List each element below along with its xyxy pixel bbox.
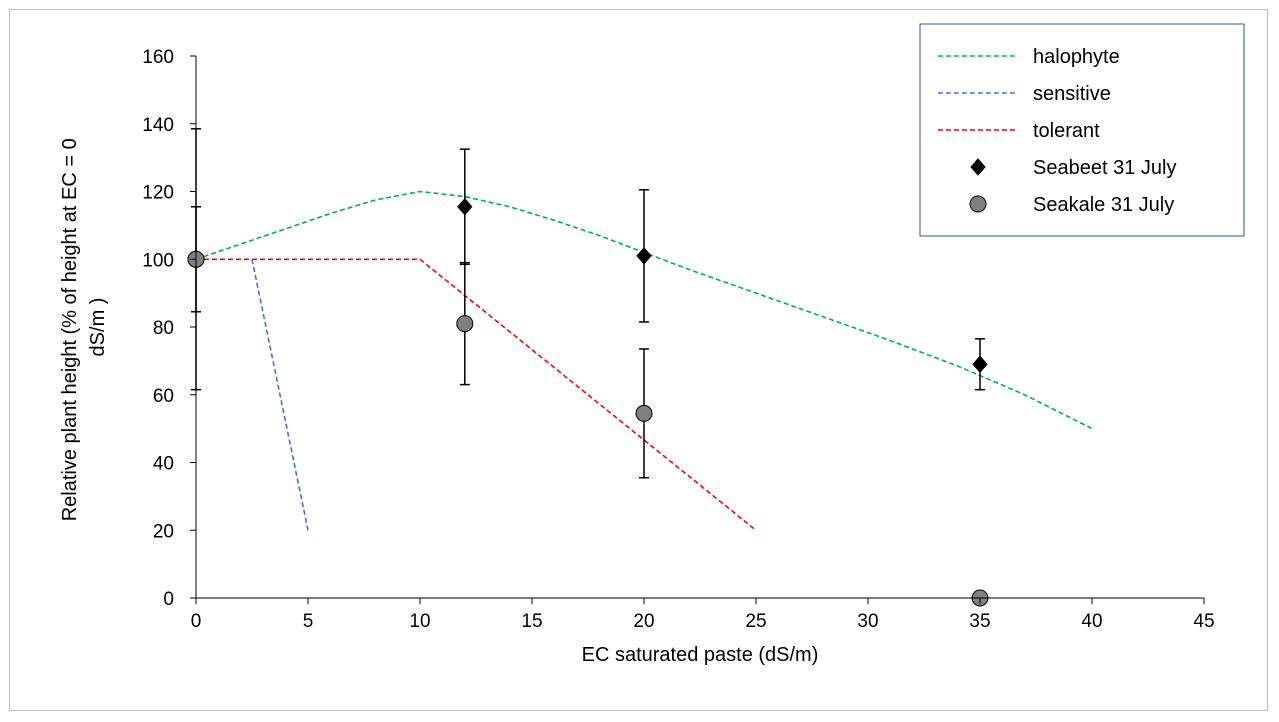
x-axis-title: EC saturated paste (dS/m) [582,644,819,666]
legend-swatch-Seabeet-31-July [970,158,986,176]
series-line-halophyte [195,190,1093,430]
y-tick-label: 80 [153,318,174,339]
seabeet-marker [457,197,473,216]
x-tick-label: 40 [1081,611,1102,632]
chart-frame [9,9,1268,711]
x-tick-label: 30 [857,611,878,632]
series-lines [195,190,1093,531]
error-bars [191,128,985,479]
y-tick-label: 40 [153,454,174,475]
x-tick-label: 5 [303,611,314,632]
seabeet-marker [972,355,988,374]
series-line-tolerant [196,258,757,531]
y-tick-label: 60 [153,386,174,407]
x-tick-label: 0 [191,611,202,632]
y-tick-label: 120 [142,183,174,204]
data-markers [187,197,989,607]
legend-label-Seakale-31-July: Seakale 31 July [1033,194,1174,216]
series-line-sensitive [251,259,309,531]
axes: 0 5 10 15 20 25 30 35 40 45 0 20 40 60 80 100 120 140 160 [142,47,1214,632]
x-tick-label: 10 [409,611,430,632]
seabeet-marker [636,247,652,265]
y-axis-title-line-1: Relative plant height (% of height at EC… [59,138,81,521]
y-axis-title: Relative plant height (% of height at EC… [59,133,109,522]
x-tick-label: 25 [745,611,766,632]
y-tick-label: 100 [142,250,174,271]
y-tick-label: 0 [163,589,174,610]
x-tick-label: 20 [633,611,654,632]
legend-label-tolerant: tolerant [1033,120,1100,142]
y-axis-title-line-2: dS/m ) [87,298,109,357]
y-tick-label: 160 [142,47,174,68]
x-tick-label: 15 [521,611,542,632]
x-tick-label: 35 [969,611,990,632]
legend-swatch-Seakale-31-July [969,195,987,213]
seakale-marker [456,315,474,333]
seakale-marker [635,404,653,422]
y-tick-label: 140 [142,115,174,136]
legend: halophyte sensitive tolerant Seabeet 31 Jul… [919,23,1245,237]
legend-label-sensitive: sensitive [1033,83,1111,105]
x-tick-label: 45 [1193,611,1214,632]
legend-label-halophyte: halophyte [1033,46,1120,68]
y-tick-label: 20 [153,521,174,542]
legend-label-Seabeet-31-July: Seabeet 31 July [1033,157,1176,179]
